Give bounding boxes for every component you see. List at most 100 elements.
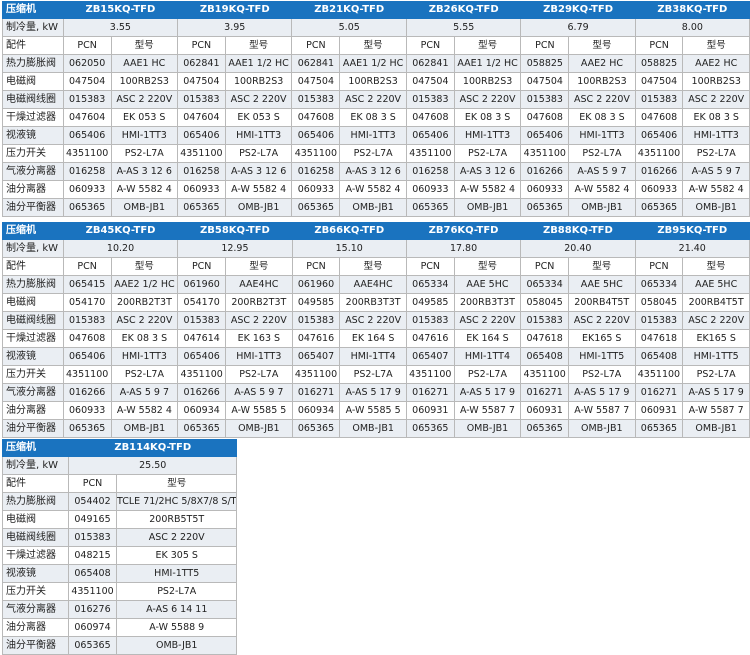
part-model: ASC 2 220V [682,90,750,109]
part-pcn: 016271 [634,383,684,402]
part-pcn: 065365 [177,419,227,438]
part-model: HMI-1TT5 [115,564,238,583]
part-row: 电磁阀 049165 200RB5T5T [2,510,238,529]
part-model: A-W 5582 4 [110,401,179,420]
compressor-label: 压缩机 [2,222,64,240]
part-model: PS2-L7A [110,144,179,163]
part-model: PS2-L7A [453,144,522,163]
part-model: EK 164 S [453,329,522,348]
part-model: EK 053 S [110,108,179,127]
part-pcn: 015383 [291,90,341,109]
part-pcn: 065365 [405,419,455,438]
part-model: EK 305 S [115,546,238,565]
part-pcn: 062841 [405,54,455,73]
part-row: 视液镜 065406 HMI-1TT3 065406 HMI-1TT3 065406 HMI… [2,126,750,145]
part-model: EK 08 3 S [453,108,522,127]
part-model: EK 163 S [225,329,293,348]
part-pcn: 062841 [177,54,226,73]
part-pcn: 015383 [177,90,226,109]
parts-header-row: 配件 PCN 型号 [2,474,238,493]
part-model: EK 08 3 S [339,108,407,127]
part-pcn: 016276 [68,600,117,619]
part-pcn: 047504 [405,72,455,91]
part-model: ASC 2 220V [224,90,293,109]
part-pcn: 016271 [405,383,455,402]
part-pcn: 016258 [405,162,455,181]
part-row: 油分平衡器 065365 OMB-JB1 [2,636,238,655]
part-pcn: 4351100 [405,365,455,384]
part-model: OMB-JB1 [568,419,636,438]
part-model: OMB-JB1 [115,636,238,655]
part-model: HMI-1TT3 [339,126,407,145]
part-name: 视液镜 [2,564,69,583]
part-model: OMB-JB1 [224,198,293,217]
part-pcn: 047608 [291,108,341,127]
part-pcn: 016266 [520,162,570,181]
part-pcn: 060933 [634,180,684,199]
part-pcn: 4351100 [291,365,341,384]
part-pcn: 049585 [291,293,341,312]
part-pcn: 065365 [62,198,112,217]
part-model: OMB-JB1 [682,198,750,217]
part-model: PS2-L7A [339,365,407,384]
compressor-label: 压缩机 [2,1,64,19]
part-row: 电磁阀线圈 015383 ASC 2 220V 015383 ASC 2 220V 015… [2,90,750,109]
part-pcn: 047604 [62,108,112,127]
part-row: 油分平衡器 065365 OMB-JB1 065365 OMB-JB1 065365 OMB… [2,198,750,217]
part-model: HMI-1TT3 [568,126,636,145]
part-model: HMI-1TT3 [225,347,293,366]
compressor-model-name: ZB19KQ-TFD [176,1,293,19]
compressor-model-name: ZB38KQ-TFD [634,1,750,19]
part-row: 气液分离器 016276 A-AS 6 14 11 [2,600,238,619]
part-name: 油分平衡器 [2,198,64,217]
part-model: A-AS 5 9 7 [225,383,293,402]
part-pcn: 058045 [520,293,569,312]
part-pcn: 060933 [62,180,112,199]
part-model: 200RB4T5T [568,293,636,312]
part-name: 气液分离器 [2,162,64,181]
part-model: A-AS 5 17 9 [568,383,636,402]
part-name: 干燥过滤器 [2,108,64,127]
pcn-column-header: PCN [177,257,227,276]
part-pcn: 065408 [520,347,569,366]
part-pcn: 016266 [177,383,227,402]
part-pcn: 016266 [62,383,112,402]
compressor-model-name: ZB15KQ-TFD [62,1,179,19]
pcn-column-header: PCN [405,257,455,276]
model-column-header: 型号 [115,474,238,493]
part-pcn: 065408 [68,564,117,583]
part-model: AAE 5HC [682,275,750,294]
compressor-model-name: ZB95KQ-TFD [634,222,750,240]
part-model: A-AS 5 9 7 [110,383,179,402]
capacity-row: 制冷量, kW 3.55 3.95 5.05 5.55 6.79 8.00 [2,18,750,37]
part-model: HMI-1TT3 [224,126,293,145]
part-pcn: 015383 [177,311,227,330]
part-name: 电磁阀线圈 [2,90,64,109]
compressor-model-name: ZB58KQ-TFD [177,222,293,240]
part-model: PS2-L7A [568,365,636,384]
compressor-model-name: ZB76KQ-TFD [405,222,522,240]
part-model: A-W 5587 7 [682,401,750,420]
part-pcn: 058825 [520,54,570,73]
part-model: HMI-1TT4 [453,347,522,366]
part-name: 气液分离器 [2,383,64,402]
capacity-row: 制冷量, kW 25.50 [2,456,238,475]
parts-label: 配件 [2,474,69,493]
capacity-value: 5.55 [405,18,522,37]
part-model: AAE1 1/2 HC [339,54,407,73]
model-column-header: 型号 [682,257,750,276]
part-name: 电磁阀 [2,293,64,312]
part-model: HMI-1TT3 [110,126,179,145]
part-model: ASC 2 220V [568,311,636,330]
part-model: A-AS 5 9 7 [568,162,636,181]
compressor-model-name: ZB45KQ-TFD [62,222,179,240]
part-pcn: 049585 [405,293,455,312]
part-model: AAE4HC [225,275,293,294]
parts-label: 配件 [2,36,64,55]
part-model: ASC 2 220V [115,528,238,547]
part-pcn: 065406 [291,126,341,145]
part-row: 电磁阀 047504 100RB2S3 047504 100RB2S3 047504 100… [2,72,750,91]
capacity-value: 10.20 [62,239,179,258]
part-pcn: 4351100 [520,365,569,384]
part-name: 电磁阀线圈 [2,311,64,330]
